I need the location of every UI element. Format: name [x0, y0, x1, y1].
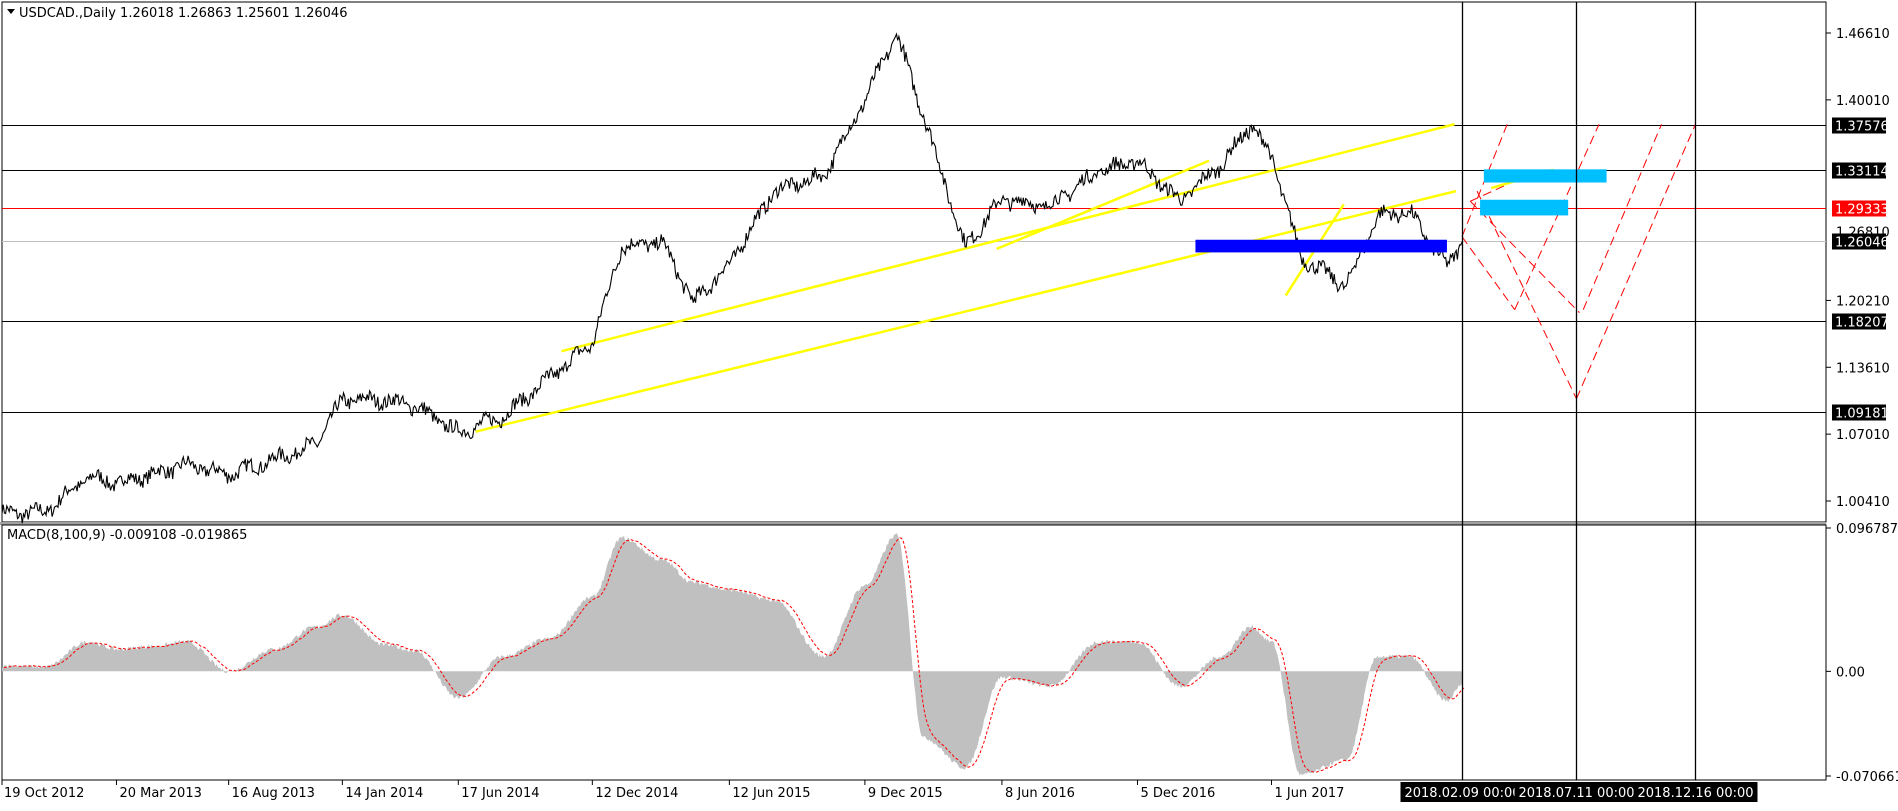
support-box[interactable] [1195, 239, 1447, 253]
time-tick-label: 12 Jun 2015 [732, 786, 810, 801]
price-tick-label: 1.00410 [1836, 495, 1890, 510]
time-marker-tag: 2018.02.09 00:00 [1400, 782, 1525, 802]
projection-line[interactable] [1514, 124, 1600, 310]
macd-histogram[interactable] [2, 532, 1462, 776]
projection-line[interactable] [1575, 124, 1696, 399]
price-tick-label: 1.46610 [1836, 27, 1890, 42]
level-tag: 1.33114 [1832, 162, 1889, 180]
trendline-upper[interactable] [561, 123, 1455, 353]
price-tick-label: 1.20210 [1836, 294, 1890, 309]
time-tick-label: 9 Dec 2015 [868, 786, 943, 801]
time-marker-label: 2018.02.09 00:00 [1404, 786, 1520, 801]
projection-line[interactable] [1469, 200, 1580, 314]
level-tag-label: 1.26046 [1835, 236, 1889, 251]
price-tick-label: 1.07010 [1836, 428, 1890, 443]
projection-line[interactable] [1582, 124, 1662, 310]
level-tag-label: 1.33114 [1835, 165, 1889, 180]
level-tag-label: 1.09181 [1835, 407, 1889, 422]
symbol-header: USDCAD.,Daily 1.26018 1.26863 1.25601 1.… [19, 6, 347, 21]
level-tag-bg [1832, 117, 1886, 134]
target-box-upper[interactable] [1483, 169, 1607, 183]
pane-separator[interactable] [0, 522, 1826, 525]
time-tick-label: 19 Oct 2012 [4, 786, 84, 801]
time-marker-tag: 2018.12.16 00:00 [1633, 782, 1758, 802]
macd-tick-label: 0.096787 [1836, 522, 1898, 537]
level-tag: 1.37576 [1832, 117, 1889, 135]
price-tick-label: 1.13610 [1836, 361, 1890, 376]
time-marker-tag: 2018.07.11 00:00 [1514, 782, 1639, 802]
trendline-ext-1[interactable] [996, 159, 1210, 251]
triangle-down-icon[interactable] [7, 9, 15, 14]
time-tick-label: 20 Mar 2013 [119, 786, 201, 801]
target-box-lower[interactable] [1480, 199, 1569, 216]
time-tick-label: 12 Dec 2014 [595, 786, 678, 801]
level-tag-label: 1.18207 [1835, 316, 1889, 331]
time-marker-label: 2018.07.11 00:00 [1518, 786, 1634, 801]
trendline-lower[interactable] [475, 189, 1457, 433]
time-tick-label: 5 Dec 2016 [1140, 786, 1215, 801]
projection-line[interactable] [1461, 236, 1516, 310]
time-marker-bg [1633, 782, 1758, 802]
level-tag-bg [1832, 404, 1886, 421]
macd-signal-line[interactable] [3, 537, 1465, 773]
time-marker-bg [1514, 782, 1639, 802]
price-tick-label: 1.40010 [1836, 94, 1890, 109]
time-tick-label: 14 Jan 2014 [345, 786, 423, 801]
level-tag: 1.29333 [1832, 200, 1889, 218]
level-tag: 1.18207 [1832, 313, 1889, 331]
level-tag-bg [1832, 200, 1886, 217]
level-tag-label: 1.29333 [1835, 203, 1889, 218]
time-tick-label: 16 Aug 2013 [232, 786, 315, 801]
time-tick-label: 1 Jun 2017 [1274, 786, 1344, 801]
level-tag-bg [1832, 162, 1886, 179]
projection-line[interactable] [1476, 190, 1577, 400]
time-marker-label: 2018.12.16 00:00 [1637, 786, 1753, 801]
price-line[interactable] [1, 32, 1463, 524]
macd-tick-label: -0.070661 [1836, 770, 1898, 785]
time-tick-label: 8 Jun 2016 [1005, 786, 1075, 801]
level-tag-bg [1832, 313, 1886, 330]
level-tag-label: 1.37576 [1835, 120, 1889, 135]
macd-label: MACD(8,100,9) -0.009108 -0.019865 [7, 528, 247, 543]
level-tag-bg [1832, 233, 1886, 250]
time-marker-bg [1400, 782, 1525, 802]
level-tag: 1.09181 [1832, 404, 1889, 422]
time-tick-label: 17 Jun 2014 [461, 786, 539, 801]
macd-tick-label: 0.00 [1836, 665, 1865, 680]
